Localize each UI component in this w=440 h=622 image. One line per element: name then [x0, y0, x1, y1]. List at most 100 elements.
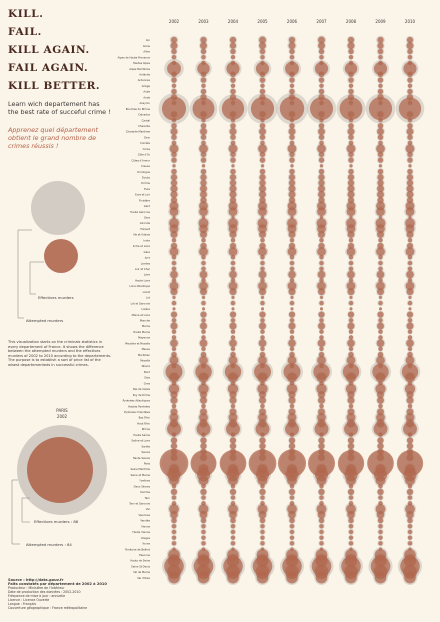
- effective-bubble: [230, 300, 236, 306]
- effective-bubble: [231, 215, 235, 219]
- effective-bubble: [170, 242, 178, 250]
- effective-bubble: [318, 88, 325, 95]
- effective-bubble: [317, 281, 326, 291]
- legend-effective-leader: [29, 261, 44, 295]
- effective-bubble: [377, 311, 384, 318]
- effective-bubble: [171, 238, 177, 243]
- effective-bubble: [230, 54, 236, 60]
- effective-bubble: [201, 266, 206, 271]
- effective-bubble: [347, 339, 355, 347]
- effective-bubble: [171, 157, 177, 163]
- effective-bubble: [259, 443, 266, 450]
- department-label: Tarn et Garonne: [129, 502, 150, 506]
- effective-bubble: [230, 48, 236, 55]
- effective-bubble: [378, 260, 383, 266]
- effective-bubble: [259, 197, 266, 204]
- effective-bubble: [403, 62, 417, 76]
- effective-bubble: [318, 151, 325, 158]
- effective-bubble: [407, 255, 413, 260]
- effective-bubble: [289, 329, 295, 334]
- effective-bubble: [377, 151, 384, 158]
- effective-bubble: [170, 339, 178, 347]
- effective-bubble: [230, 117, 236, 123]
- effective-bubble: [228, 281, 238, 291]
- year-label: 2010: [405, 19, 416, 24]
- effective-bubble: [348, 134, 354, 140]
- effective-bubble: [169, 355, 179, 365]
- effective-bubble: [171, 403, 177, 409]
- effective-bubble: [230, 403, 236, 409]
- department-label: Meurthe et Moselle: [125, 341, 150, 345]
- effective-bubble: [260, 260, 265, 266]
- department-label: Tarn: [145, 496, 151, 500]
- effective-bubble: [319, 495, 324, 500]
- effective-bubble: [170, 391, 178, 399]
- effective-bubble: [229, 36, 237, 44]
- effective-bubble: [406, 488, 414, 495]
- legend-diagram: [17, 181, 85, 319]
- effective-bubble: [348, 329, 354, 334]
- effective-bubble: [377, 77, 384, 83]
- effective-bubble: [407, 403, 413, 409]
- effective-bubble: [375, 372, 386, 383]
- effective-bubble: [200, 197, 207, 204]
- effective-bubble: [288, 339, 296, 347]
- effective-bubble: [339, 97, 363, 121]
- effective-bubble: [289, 495, 295, 500]
- effective-bubble: [405, 247, 415, 257]
- effective-bubble: [373, 422, 388, 436]
- effective-bubble: [289, 71, 295, 78]
- effective-bubble: [230, 351, 236, 358]
- effective-bubble: [346, 144, 356, 154]
- effective-bubble: [170, 111, 178, 118]
- year-label: 2008: [346, 19, 357, 24]
- effective-bubble: [169, 224, 179, 234]
- effective-bubble: [378, 335, 383, 340]
- department-label: Landes: [141, 261, 151, 265]
- effective-bubble: [230, 88, 236, 95]
- effective-bubble: [170, 42, 178, 50]
- department-label: Côte d'Or: [138, 153, 151, 157]
- effective-bubble: [199, 144, 208, 154]
- example-effective-label: Effectives murders : 86: [34, 519, 79, 524]
- effective-bubble: [287, 144, 297, 154]
- effective-bubble: [200, 134, 207, 140]
- effective-bubble: [200, 48, 207, 55]
- effective-bubble: [406, 197, 414, 204]
- effective-bubble: [201, 495, 206, 500]
- legend-effective-label: Effectives murders: [38, 295, 74, 300]
- effective-bubble: [319, 295, 324, 299]
- year-label: 2006: [287, 19, 298, 24]
- effective-bubble: [377, 42, 384, 49]
- effective-bubble: [378, 164, 383, 168]
- effective-bubble: [227, 383, 239, 395]
- effective-bubble: [200, 242, 207, 250]
- effective-bubble: [287, 281, 297, 291]
- effective-bubble: [288, 242, 296, 250]
- effective-bubble: [407, 524, 413, 529]
- effective-bubble: [407, 123, 413, 129]
- intro-french: Apprenez quel département obtient le gra…: [8, 126, 98, 150]
- effective-bubble: [230, 495, 236, 500]
- intro-english: Learn wich departement has the best rate…: [8, 100, 111, 116]
- effective-bubble: [376, 207, 385, 216]
- effective-bubble: [170, 185, 178, 193]
- effective-bubble: [258, 270, 267, 279]
- effective-bubble: [201, 529, 206, 535]
- effective-bubble: [172, 215, 176, 219]
- effective-bubble: [407, 335, 413, 340]
- effective-bubble: [250, 97, 275, 121]
- effective-bubble: [377, 88, 384, 95]
- effective-bubble: [229, 288, 237, 296]
- title-line-3: KILL AGAIN.: [8, 44, 90, 56]
- effective-bubble: [255, 62, 270, 76]
- effective-bubble: [406, 231, 414, 238]
- effective-bubble: [170, 128, 178, 135]
- effective-bubble: [376, 144, 385, 154]
- effective-bubble: [319, 318, 324, 323]
- effective-bubble: [290, 164, 294, 168]
- effective-bubble: [231, 295, 235, 299]
- department-label: Charente Maritime: [126, 130, 151, 134]
- department-label: Moselle: [140, 359, 150, 363]
- department-label: Hauts de Seine: [130, 559, 150, 563]
